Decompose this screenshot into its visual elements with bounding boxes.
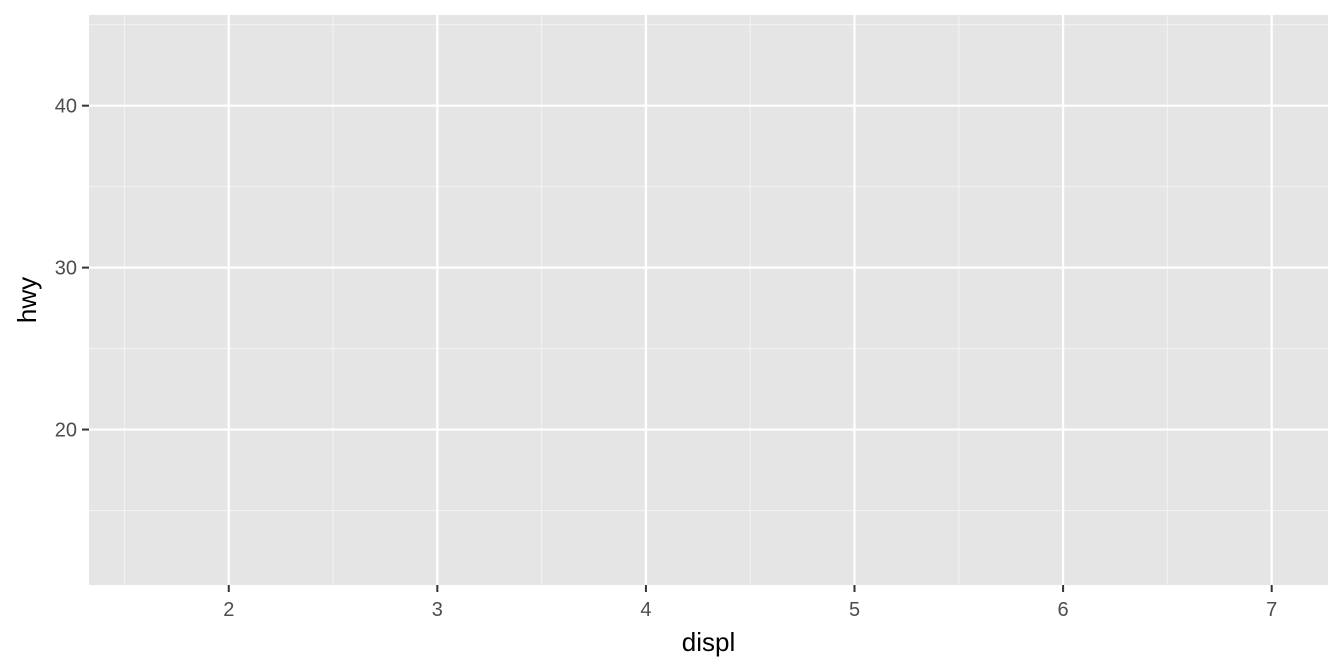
minor-grid — [89, 15, 1328, 585]
x-tick-label: 7 — [1266, 599, 1277, 621]
y-tick-label: 30 — [55, 258, 77, 280]
x-tick-label: 5 — [849, 599, 860, 621]
y-tick-label: 20 — [55, 420, 77, 442]
x-tick-label: 4 — [640, 599, 651, 621]
x-tick-label: 3 — [432, 599, 443, 621]
plot-panel — [89, 15, 1328, 585]
y-axis: 20 30 40 — [55, 96, 89, 442]
x-axis-title: displ — [682, 627, 735, 657]
y-tick-label: 40 — [55, 96, 77, 118]
x-tick-label: 6 — [1058, 599, 1069, 621]
major-grid — [89, 15, 1328, 585]
x-tick-label: 2 — [223, 599, 234, 621]
x-axis: 2 3 4 5 6 7 — [223, 585, 1277, 621]
y-axis-title: hwy — [12, 277, 42, 323]
